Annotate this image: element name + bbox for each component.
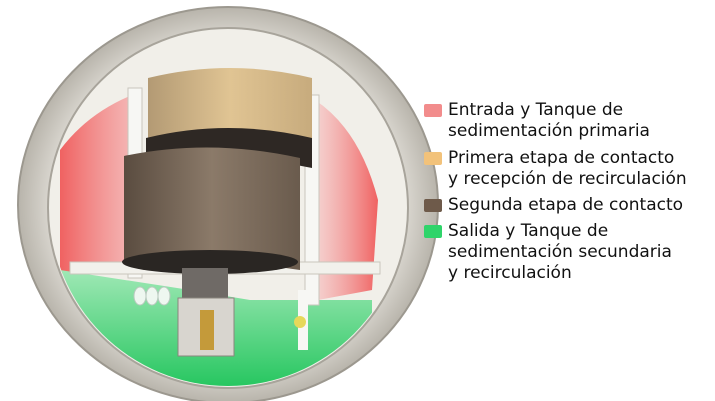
legend-swatch-tan <box>424 152 442 165</box>
first-contact-stage-drum <box>148 68 312 150</box>
legend-text-line: Entrada y Tanque de <box>448 100 624 120</box>
drive-motor <box>182 268 228 298</box>
legend-text-line: Segunda etapa de contacto <box>448 195 684 215</box>
drive-belt <box>200 310 214 350</box>
legend-text-line: Primera etapa de contacto <box>448 148 675 168</box>
primary-sedimentation-right <box>315 100 378 300</box>
legend: Entrada y Tanque de sedimentación primar… <box>424 100 709 284</box>
drum-base-disc <box>122 250 298 274</box>
legend-item-entrada: Entrada y Tanque de sedimentación primar… <box>424 100 709 142</box>
legend-swatch-brown <box>424 199 442 212</box>
pipe-fitting <box>294 316 306 328</box>
outlet-pipe-3 <box>157 286 171 306</box>
legend-item-primera-etapa: Primera etapa de contacto y recepción de… <box>424 148 709 190</box>
legend-swatch-red <box>424 104 442 117</box>
outlet-pipe-1 <box>133 286 147 306</box>
legend-text-line: y recepción de recirculación <box>448 169 687 189</box>
primary-sedimentation-left <box>60 92 145 275</box>
outlet-pipe-2 <box>145 286 159 306</box>
legend-text-line: sedimentación primaria <box>448 121 650 141</box>
legend-swatch-green <box>424 225 442 238</box>
legend-item-salida: Salida y Tanque de sedimentación secunda… <box>424 221 709 284</box>
legend-item-segunda-etapa: Segunda etapa de contacto <box>424 195 709 216</box>
legend-text-line: y recirculación <box>448 263 572 283</box>
legend-text-line: Salida y Tanque de <box>448 221 609 241</box>
legend-text-line: sedimentación secundaria <box>448 242 672 262</box>
second-contact-stage-drum <box>124 147 300 270</box>
